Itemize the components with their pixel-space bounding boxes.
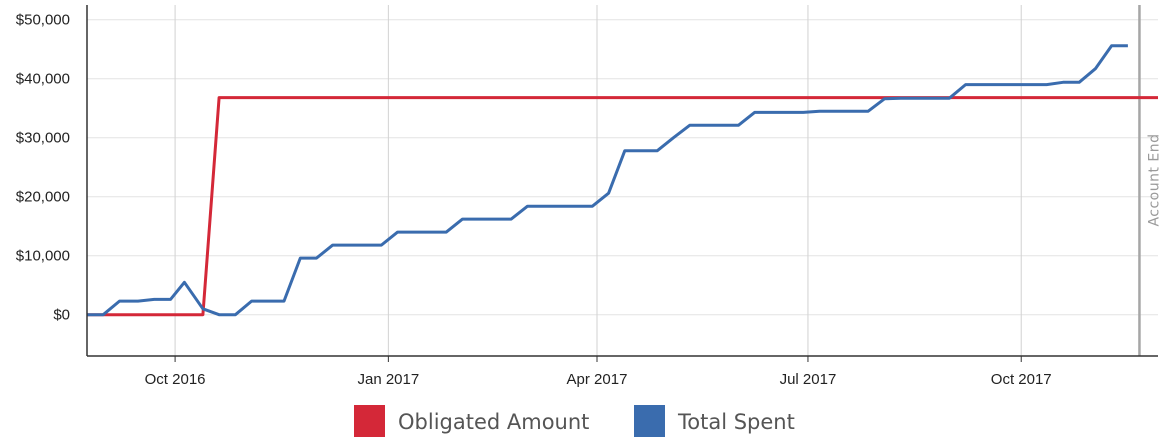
legend-swatch-total-spent (634, 405, 665, 437)
x-tick-label: Apr 2017 (567, 371, 628, 388)
account-end-label: Account End (1146, 133, 1162, 226)
y-tick-label: $40,000 (16, 71, 70, 88)
x-tick-label: Jul 2017 (780, 371, 837, 388)
y-tick-label: $30,000 (16, 130, 70, 147)
y-tick-label: $0 (53, 307, 70, 324)
y-tick-label: $50,000 (16, 12, 70, 29)
legend: Obligated Amount Total Spent (354, 405, 795, 437)
y-tick-label: $10,000 (16, 248, 70, 265)
obligated-amount-line (87, 98, 1158, 315)
total-spent-line (87, 46, 1128, 315)
series-lines (87, 46, 1158, 315)
x-tick-label: Jan 2017 (357, 371, 419, 388)
account-end-marker: Account End (1139, 5, 1162, 356)
legend-swatch-obligated-amount (354, 405, 385, 437)
y-tick-label: $20,000 (16, 189, 70, 206)
legend-label: Obligated Amount (398, 410, 589, 434)
x-tick-label: Oct 2016 (145, 371, 206, 388)
x-tick-label: Oct 2017 (991, 371, 1052, 388)
legend-label: Total Spent (677, 410, 795, 434)
